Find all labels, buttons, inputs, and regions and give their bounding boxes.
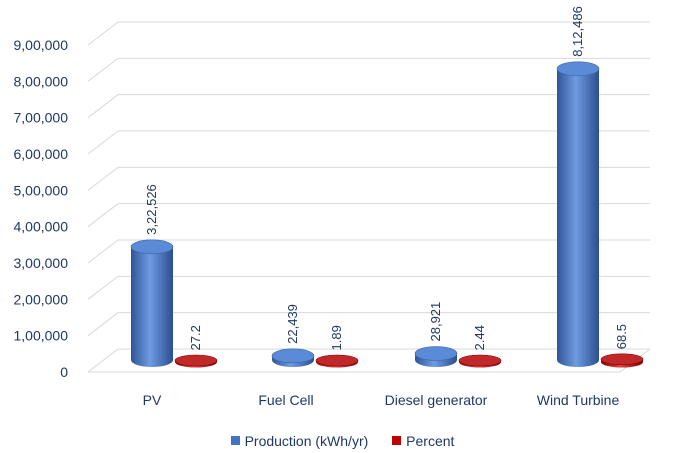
gridline [87, 94, 650, 119]
data-label-percent: 68.5 [614, 324, 629, 349]
bar-percent-fuel-cell [315, 354, 359, 368]
y-tick-label: 3,00,000 [14, 255, 69, 271]
category-label: PV [143, 392, 162, 408]
legend-label-percent: Percent [406, 432, 455, 449]
data-labels: 3,22,526 27.2 22,439 1.89 28,921 2.44 8,12,486… [144, 6, 629, 350]
category-label: Diesel generator [385, 392, 488, 408]
data-label-percent: 27.2 [188, 325, 203, 350]
bar-production-wind-turbine [556, 61, 600, 367]
gridline [87, 312, 650, 337]
bars [130, 61, 644, 368]
legend-swatch-production [230, 436, 240, 445]
legend: Production (kWh/yr) Percent [0, 432, 685, 449]
y-tick-label: 0 [60, 364, 68, 380]
gridline [87, 21, 650, 46]
y-tick-label: 7,00,000 [14, 110, 69, 126]
bar-percent-wind-turbine [600, 353, 644, 368]
category-labels: PV Fuel Cell Diesel generator Wind Turbine [143, 392, 620, 408]
category-label: Wind Turbine [537, 392, 620, 408]
gridline [87, 57, 650, 82]
bar-production-diesel-generator [414, 346, 458, 367]
category-label: Fuel Cell [258, 392, 313, 408]
y-axis-tick-labels: 0 1,00,000 2,00,000 3,00,000 4,00,000 5,00,00… [14, 37, 69, 380]
y-tick-label: 6,00,000 [14, 146, 69, 162]
bar-percent-pv [174, 354, 218, 368]
legend-swatch-percent [392, 436, 402, 445]
gridline [87, 275, 650, 300]
data-label-percent: 2.44 [472, 325, 487, 350]
y-tick-label: 5,00,000 [14, 182, 69, 198]
legend-item-percent: Percent [392, 433, 454, 449]
gridline [87, 239, 650, 264]
data-label-production: 3,22,526 [144, 184, 159, 235]
gridline [87, 348, 650, 373]
data-label-percent: 1.89 [329, 325, 344, 350]
y-tick-label: 4,00,000 [14, 219, 69, 235]
y-tick-label: 2,00,000 [14, 291, 69, 307]
data-label-production: 28,921 [428, 302, 443, 342]
data-label-production: 22,439 [285, 304, 300, 344]
gridlines [87, 21, 651, 373]
y-tick-label: 1,00,000 [14, 328, 69, 344]
y-tick-label: 9,00,000 [14, 37, 69, 53]
bar-percent-diesel-generator [458, 354, 502, 368]
y-tick-label: 8,00,000 [14, 73, 69, 89]
gridline [87, 130, 650, 155]
bar-production-pv [130, 239, 174, 367]
data-label-production: 8,12,486 [570, 6, 585, 57]
legend-label-production: Production (kWh/yr) [244, 432, 369, 449]
gridline [87, 166, 650, 191]
legend-item-production: Production (kWh/yr) [230, 432, 369, 449]
gridline [87, 203, 650, 228]
bar-production-fuel-cell [271, 348, 315, 367]
